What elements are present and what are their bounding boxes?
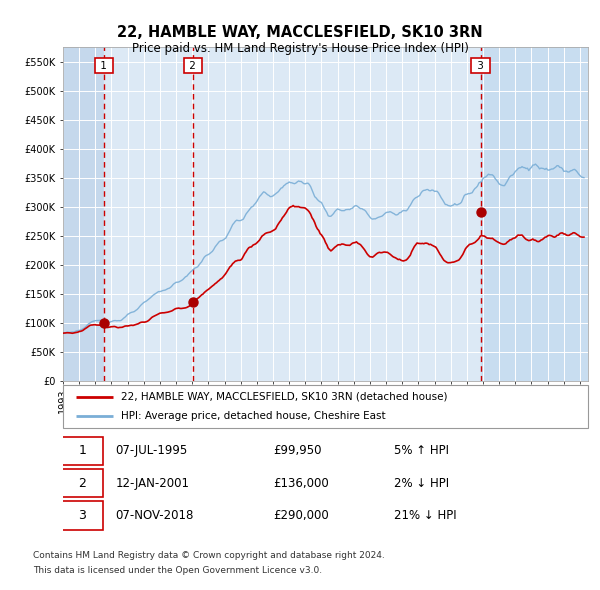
Text: £136,000: £136,000 [273,477,329,490]
Text: 07-JUL-1995: 07-JUL-1995 [115,444,188,457]
FancyBboxPatch shape [62,469,103,497]
Text: 1: 1 [79,444,86,457]
Text: 3: 3 [474,61,487,71]
FancyBboxPatch shape [62,437,103,465]
Bar [104,47,193,381]
Text: 5% ↑ HPI: 5% ↑ HPI [394,444,449,457]
Text: 07-NOV-2018: 07-NOV-2018 [115,509,194,522]
Text: Price paid vs. HM Land Registry's House Price Index (HPI): Price paid vs. HM Land Registry's House … [131,42,469,55]
Text: 22, HAMBLE WAY, MACCLESFIELD, SK10 3RN: 22, HAMBLE WAY, MACCLESFIELD, SK10 3RN [117,25,483,40]
Text: 3: 3 [79,509,86,522]
FancyBboxPatch shape [62,502,103,530]
Text: 1: 1 [97,61,110,71]
Text: HPI: Average price, detached house, Cheshire East: HPI: Average price, detached house, Ches… [121,411,385,421]
Text: £290,000: £290,000 [273,509,329,522]
Text: 2% ↓ HPI: 2% ↓ HPI [394,477,449,490]
Text: This data is licensed under the Open Government Licence v3.0.: This data is licensed under the Open Gov… [33,566,322,575]
FancyBboxPatch shape [63,385,588,428]
Text: 12-JAN-2001: 12-JAN-2001 [115,477,190,490]
Text: 22, HAMBLE WAY, MACCLESFIELD, SK10 3RN (detached house): 22, HAMBLE WAY, MACCLESFIELD, SK10 3RN (… [121,392,447,402]
Text: Contains HM Land Registry data © Crown copyright and database right 2024.: Contains HM Land Registry data © Crown c… [33,551,385,560]
Bar [63,47,104,381]
Text: 2: 2 [186,61,199,71]
Bar [481,47,588,381]
Text: 2: 2 [79,477,86,490]
Bar [63,47,104,381]
Text: £99,950: £99,950 [273,444,322,457]
Bar [193,47,481,381]
Text: 21% ↓ HPI: 21% ↓ HPI [394,509,457,522]
